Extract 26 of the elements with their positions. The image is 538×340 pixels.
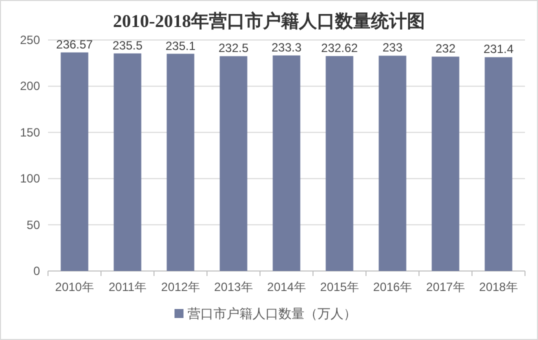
x-tick-label: 2016年	[373, 280, 412, 294]
y-tick-label: 50	[26, 218, 40, 232]
legend-label: 营口市户籍人口数量（万人）	[188, 306, 356, 321]
x-tick-label: 2010年	[55, 280, 94, 294]
x-tick-label: 2012年	[161, 280, 200, 294]
data-label: 232.5	[218, 41, 249, 56]
chart-title: 2010-2018年营口市户籍人口数量统计图	[113, 11, 425, 31]
data-label: 235.1	[165, 38, 196, 53]
x-tick-label: 2017年	[426, 280, 465, 294]
data-label: 236.57	[56, 37, 94, 52]
x-tick-label: 2013年	[214, 280, 253, 294]
y-tick-label: 0	[33, 264, 40, 278]
data-label: 232.62	[321, 41, 358, 56]
data-label: 233	[382, 40, 403, 55]
data-label: 232	[435, 42, 456, 56]
y-tick-label: 250	[20, 33, 40, 47]
x-tick-label: 2015年	[320, 280, 359, 294]
y-tick-label: 200	[20, 79, 40, 94]
data-label: 231.4	[483, 42, 514, 56]
data-label: 233.3	[271, 40, 302, 54]
y-tick-label: 150	[20, 125, 40, 140]
x-tick-label: 2011年	[108, 280, 146, 294]
y-tick-label: 100	[20, 172, 40, 186]
x-tick-label: 2014年	[267, 280, 306, 294]
x-tick-label: 2018年	[479, 280, 518, 294]
data-label: 235.5	[112, 38, 143, 52]
